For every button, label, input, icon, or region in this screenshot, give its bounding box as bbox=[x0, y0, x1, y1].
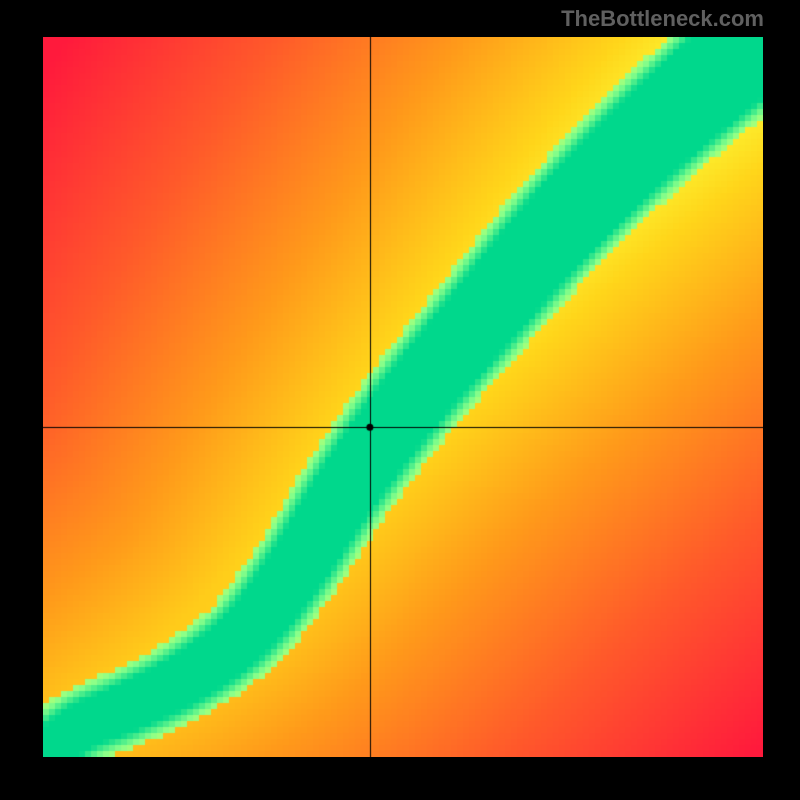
watermark-text: TheBottleneck.com bbox=[561, 6, 764, 32]
chart-container: TheBottleneck.com bbox=[0, 0, 800, 800]
bottleneck-heatmap bbox=[43, 37, 763, 757]
